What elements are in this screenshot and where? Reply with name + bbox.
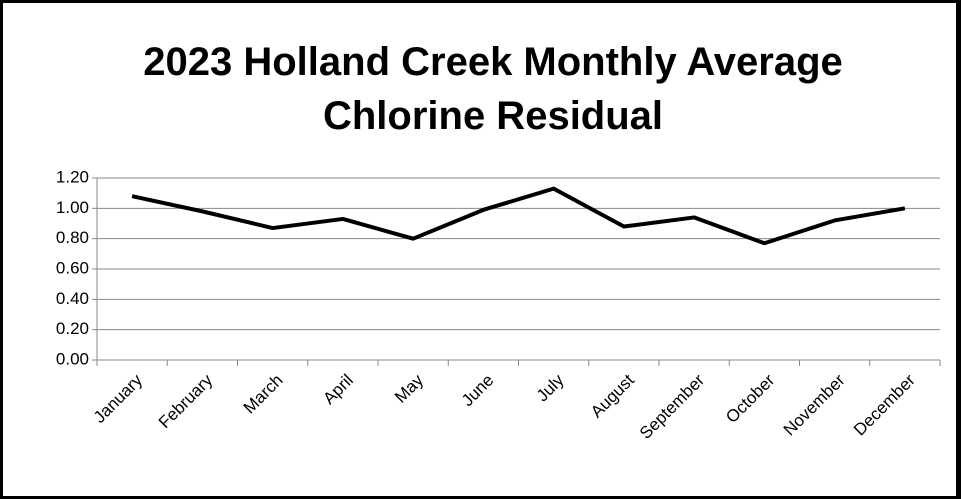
x-tick-label: January [90,370,147,427]
x-tick-label: September [636,370,708,442]
x-tick-label: March [240,371,287,418]
chart-title: 2023 Holland Creek Monthly Average Chlor… [143,40,843,138]
x-tick-label: December [850,370,919,439]
y-tick-label: 1.20 [56,167,89,186]
y-tick-label: 0.80 [56,228,89,247]
x-tick-label: October [722,370,778,426]
x-tick-label: July [533,370,568,405]
x-tick-label: August [587,370,638,421]
y-tick-label: 0.60 [56,258,89,277]
x-tick-label: November [780,370,849,439]
y-tick-label: 1.00 [56,198,89,217]
data-line [131,186,906,246]
y-tick-label: 0.40 [56,289,89,308]
x-tick-label: June [458,371,498,411]
y-tick-label: 0.20 [56,319,89,338]
x-tick-label: May [391,370,427,406]
chart: 0.00 0.20 0.40 0.60 0.80 1.00 1.20 January Febru… [56,167,941,443]
x-tick-label: February [155,370,217,432]
y-tick-label: 0.00 [56,349,89,368]
x-tick-label: April [319,371,356,408]
